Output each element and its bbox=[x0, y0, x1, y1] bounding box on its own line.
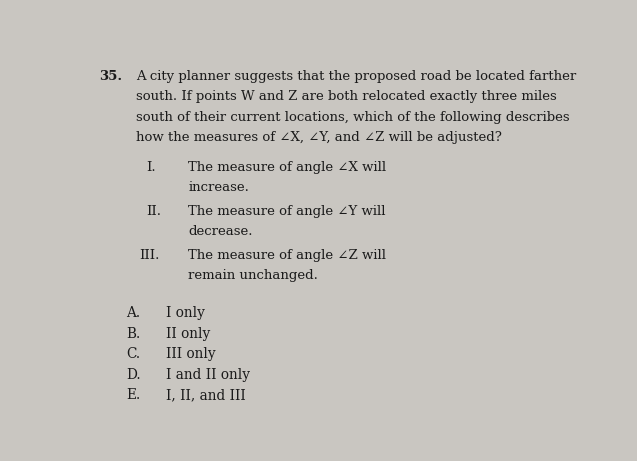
Text: south of their current locations, which of the following describes: south of their current locations, which … bbox=[136, 111, 570, 124]
Text: II only: II only bbox=[166, 326, 210, 341]
Text: how the measures of ∠X, ∠Y, and ∠Z will be adjusted?: how the measures of ∠X, ∠Y, and ∠Z will … bbox=[136, 131, 502, 144]
Text: I.: I. bbox=[147, 161, 156, 174]
Text: The measure of angle ∠Y will: The measure of angle ∠Y will bbox=[189, 205, 386, 218]
Text: III only: III only bbox=[166, 347, 216, 361]
Text: The measure of angle ∠X will: The measure of angle ∠X will bbox=[189, 161, 387, 174]
Text: E.: E. bbox=[127, 388, 141, 402]
Text: The measure of angle ∠Z will: The measure of angle ∠Z will bbox=[189, 249, 386, 262]
Text: II.: II. bbox=[147, 205, 161, 218]
Text: A city planner suggests that the proposed road be located farther: A city planner suggests that the propose… bbox=[136, 70, 576, 83]
Text: I, II, and III: I, II, and III bbox=[166, 388, 246, 402]
Text: remain unchanged.: remain unchanged. bbox=[189, 269, 318, 283]
Text: A.: A. bbox=[127, 306, 141, 320]
Text: I only: I only bbox=[166, 306, 205, 320]
Text: C.: C. bbox=[127, 347, 141, 361]
Text: D.: D. bbox=[127, 368, 141, 382]
Text: B.: B. bbox=[127, 326, 141, 341]
Text: decrease.: decrease. bbox=[189, 225, 253, 238]
Text: south. If points W and Z are both relocated exactly three miles: south. If points W and Z are both reloca… bbox=[136, 90, 557, 103]
Text: III.: III. bbox=[139, 249, 159, 262]
Text: I and II only: I and II only bbox=[166, 368, 250, 382]
Text: increase.: increase. bbox=[189, 181, 249, 195]
Text: 35.: 35. bbox=[99, 70, 122, 83]
